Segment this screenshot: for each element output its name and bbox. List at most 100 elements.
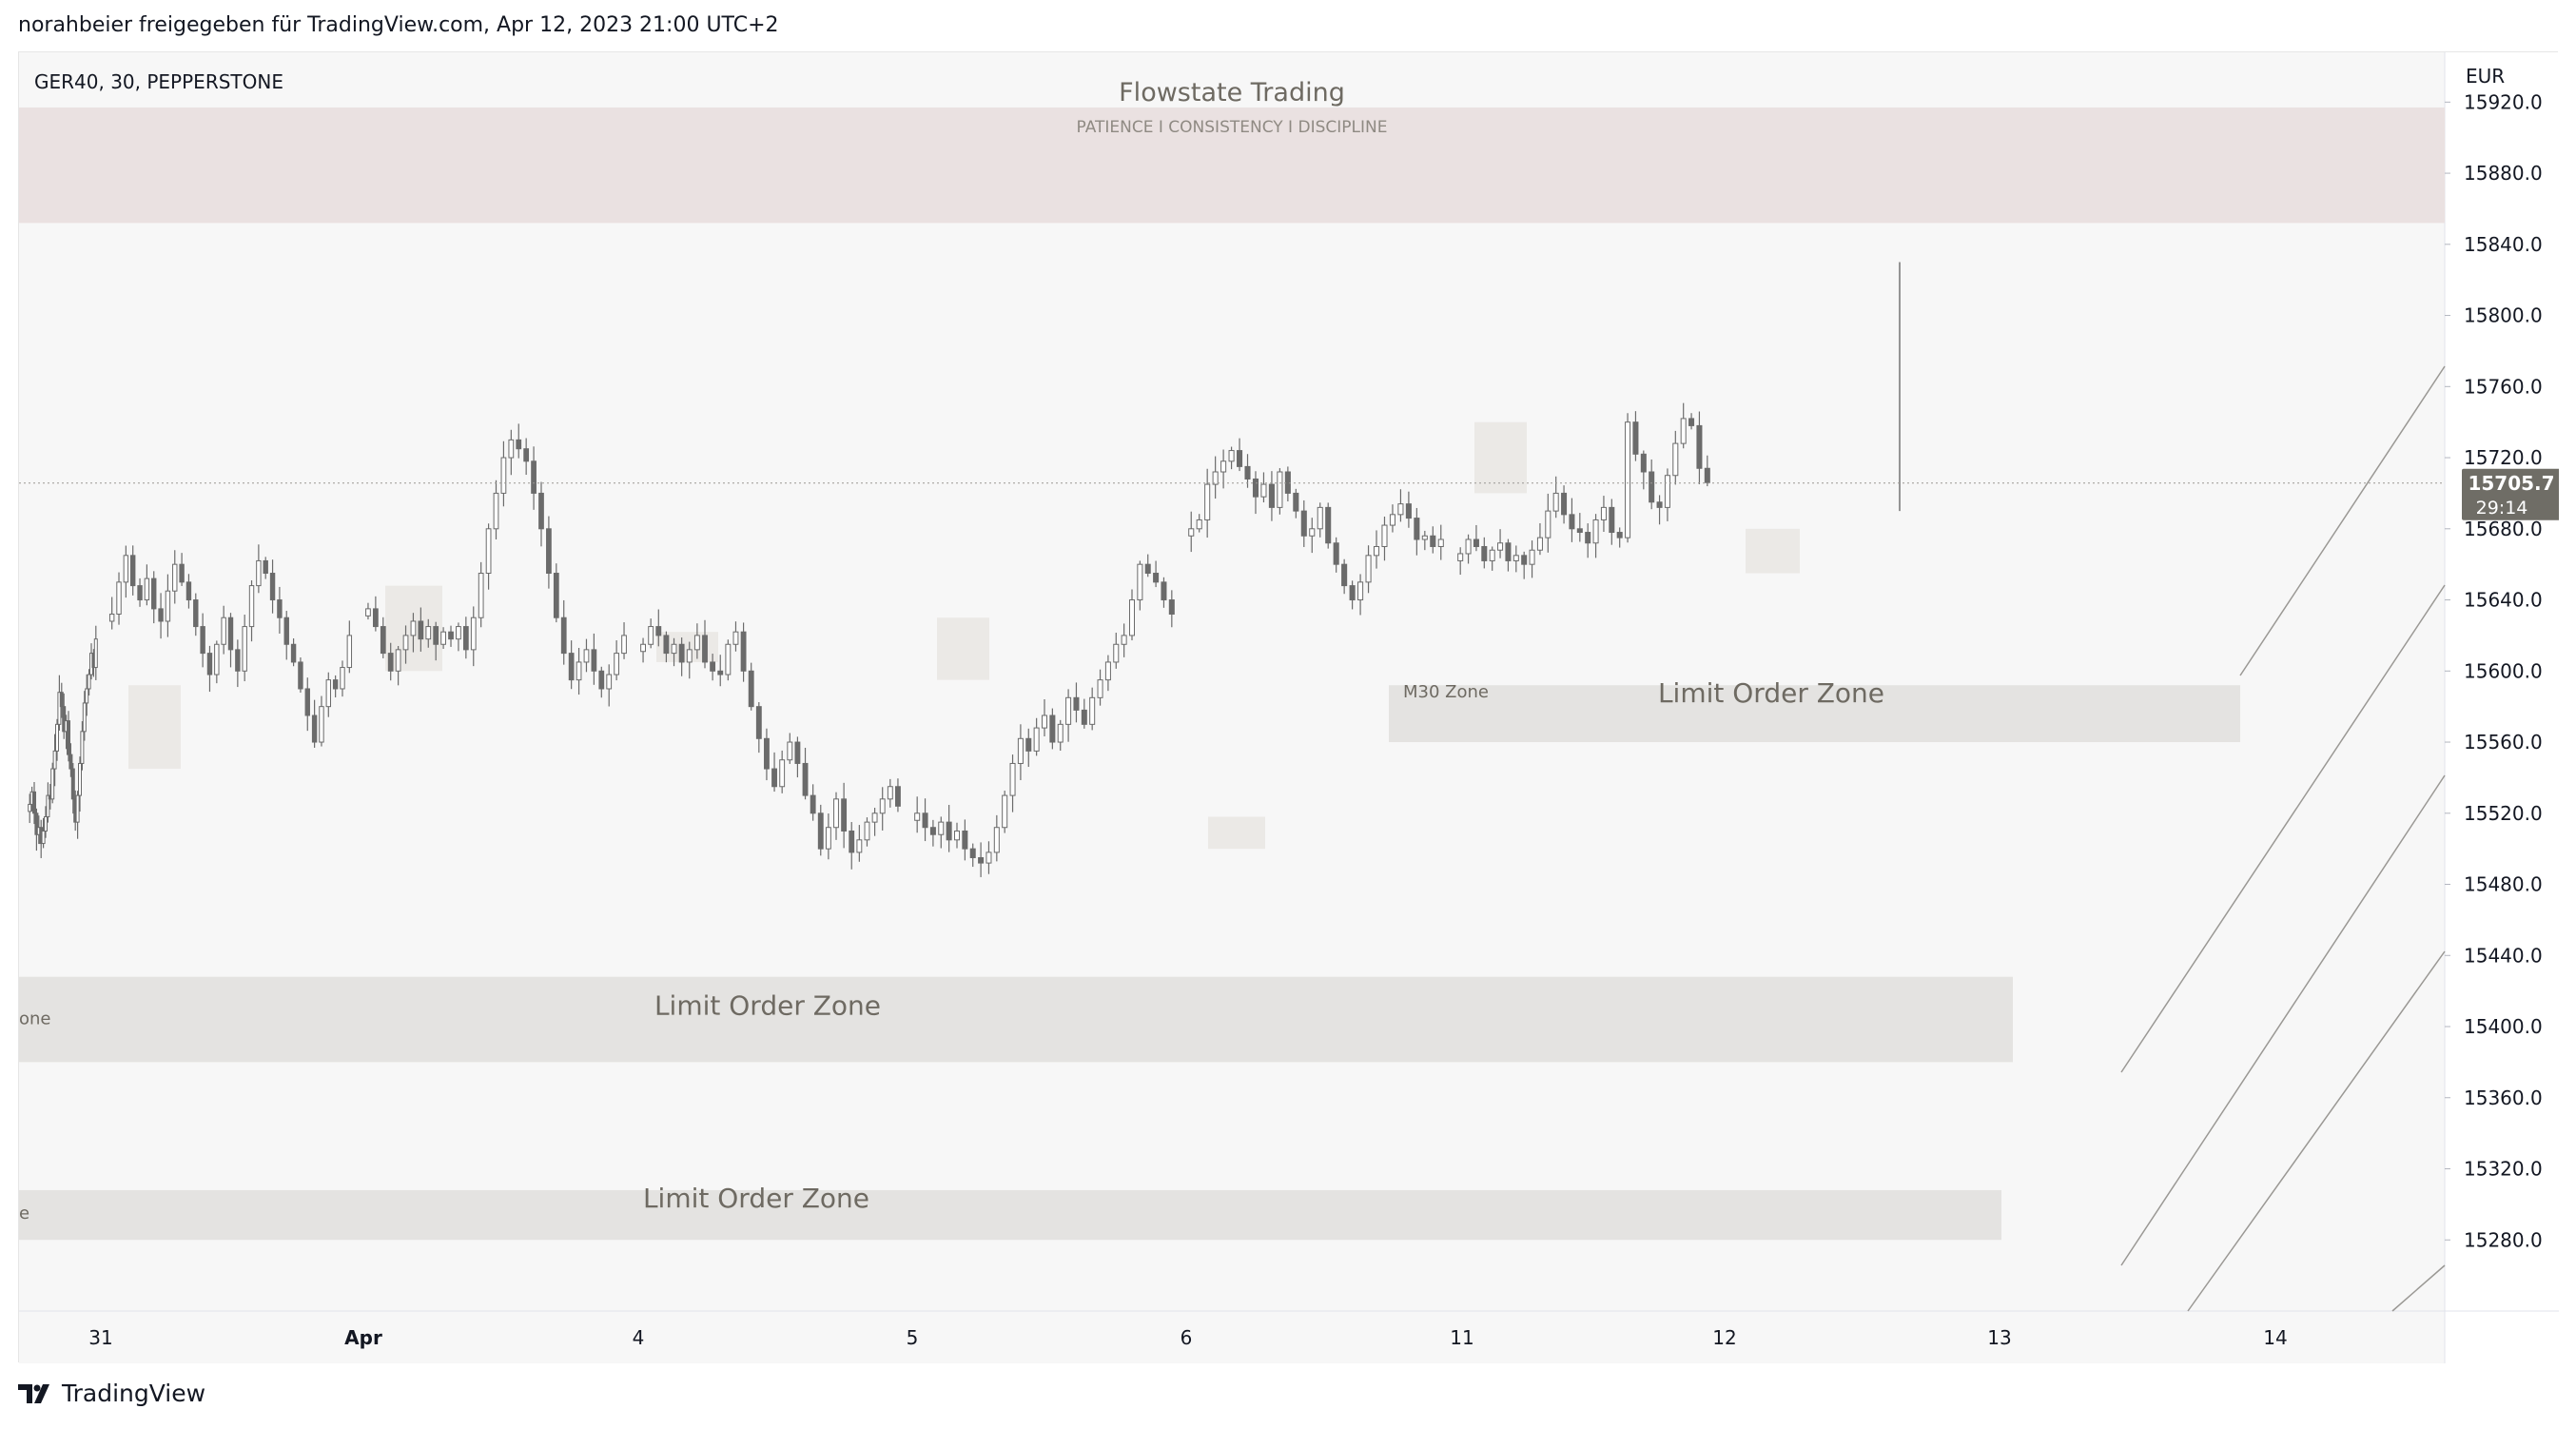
candle-down (290, 643, 297, 663)
candle-up (1260, 483, 1267, 498)
candle-up (456, 626, 461, 640)
price-tick-label: 15400.0 (2464, 1015, 2543, 1038)
candle-up (787, 741, 793, 761)
candle-up (57, 692, 62, 725)
zone-small-label: e (19, 1204, 29, 1223)
candle-down (1144, 563, 1151, 575)
candle-up (953, 830, 961, 841)
candle-down (1325, 506, 1332, 544)
candle-down (235, 649, 241, 672)
candle-up (75, 794, 80, 823)
candle-down (1405, 503, 1412, 519)
candle-up (693, 635, 700, 651)
candle-down (380, 626, 386, 655)
candle-down (1284, 471, 1291, 494)
candle-up (214, 643, 220, 675)
candle-down (841, 798, 848, 832)
candle-up (864, 821, 870, 841)
candle-down (1341, 563, 1348, 587)
candle-up (671, 643, 677, 655)
candle-up (1625, 421, 1631, 538)
candle-down (1081, 709, 1087, 725)
candle-up (319, 706, 324, 743)
candle-down (70, 768, 75, 800)
candle-up (993, 827, 1000, 853)
candle-down (1632, 421, 1639, 455)
candle-up (93, 638, 98, 669)
candle-up (1437, 538, 1444, 547)
time-tick-label: 14 (2263, 1326, 2287, 1349)
candle-down (546, 528, 552, 575)
zone-limit-1 (1389, 685, 2240, 743)
price-chart[interactable]: Limit Order Zone Limit Order Zone Limit Or… (19, 52, 2559, 1363)
trend-line (2120, 774, 2446, 1266)
candle-down (311, 714, 318, 743)
tradingview-brand[interactable]: TradingView (18, 1380, 205, 1407)
candle-down (1073, 696, 1080, 711)
chart-frame[interactable]: Limit Order Zone Limit Order Zone Limit Or… (18, 51, 2559, 1363)
candle-down (1576, 528, 1583, 534)
consolidation-box (1474, 421, 1527, 494)
candle-down (304, 688, 310, 716)
candle-up (1009, 762, 1016, 796)
price-tick-label: 15680.0 (2464, 518, 2543, 540)
candle-down (755, 706, 762, 739)
watermark-subtitle: PATIENCE I CONSISTENCY I DISCIPLINE (1077, 118, 1388, 137)
candle-up (1529, 549, 1535, 565)
time-tick-label: 13 (1987, 1326, 2011, 1349)
zone-limit-3 (19, 1189, 2001, 1241)
candle-up (1065, 696, 1072, 725)
candle-up (108, 613, 115, 622)
candle-down (1649, 471, 1655, 503)
candle-up (833, 798, 839, 829)
trend-line (2187, 950, 2446, 1312)
candle-down (1333, 542, 1339, 565)
time-tick-label: 12 (1712, 1326, 1736, 1349)
trend-line (2391, 1264, 2446, 1312)
candle-down (560, 617, 567, 655)
trend-lines (2120, 365, 2446, 1312)
price-tick-label: 15520.0 (2464, 802, 2543, 825)
candle-up (640, 643, 646, 653)
candle-up (606, 674, 613, 690)
trend-line (2239, 365, 2446, 676)
price-tick-label: 15760.0 (2464, 375, 2543, 398)
candle-down (332, 679, 339, 690)
candle-down (810, 794, 816, 814)
candle-up (78, 762, 82, 796)
candle-up (779, 759, 786, 788)
candle-up (1365, 555, 1372, 583)
candle-up (248, 585, 255, 628)
share-caption: norahbeier freigegeben für TradingView.c… (18, 13, 779, 37)
consolidation-box (1208, 816, 1265, 850)
zone-small-label: M30 Zone (1403, 682, 1489, 702)
candle-down (655, 626, 662, 636)
candle-up (1497, 542, 1504, 551)
candle-down (298, 661, 303, 690)
candle-up (986, 852, 992, 864)
candle-down (34, 812, 39, 835)
candle-down (32, 791, 36, 814)
watermark-title: Flowstate Trading (1119, 78, 1345, 108)
candle-up (340, 667, 345, 690)
time-tick-label: 5 (907, 1326, 919, 1349)
candle-up (1397, 503, 1404, 516)
candle-down (802, 762, 809, 796)
candle-up (1041, 714, 1048, 729)
candle-down (1349, 585, 1356, 601)
candle-up (1465, 538, 1472, 555)
candle-up (1057, 723, 1064, 743)
candle-down (448, 631, 454, 640)
candle-up (938, 821, 945, 835)
candle-down (1505, 542, 1512, 561)
candle-up (1277, 471, 1283, 508)
candle-up (1317, 506, 1323, 530)
candle-up (242, 626, 247, 672)
candle-up (365, 608, 371, 617)
candle-down (794, 741, 801, 764)
candle-down (1704, 467, 1710, 483)
candle-up (221, 617, 226, 645)
symbol-label: GER40, 30, PEPPERSTONE (34, 70, 283, 93)
candle-down (1569, 514, 1575, 530)
brand-label: TradingView (62, 1380, 206, 1407)
